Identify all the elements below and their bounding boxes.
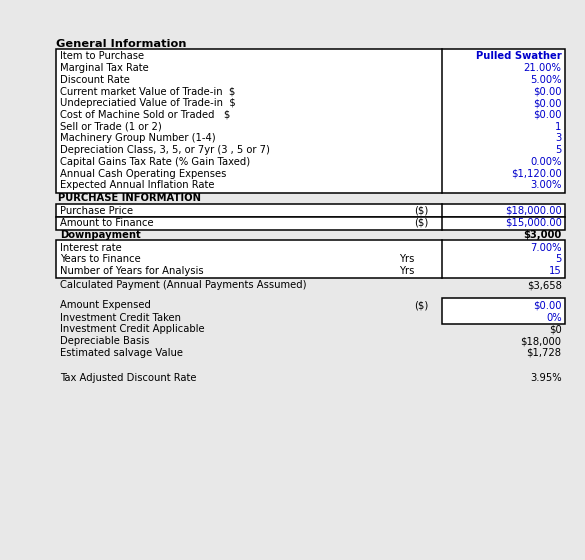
- Text: Interest rate: Interest rate: [60, 242, 122, 253]
- Text: Investment Credit Applicable: Investment Credit Applicable: [60, 324, 205, 334]
- Text: 0%: 0%: [546, 312, 562, 323]
- Text: $18,000.00: $18,000.00: [505, 206, 562, 216]
- Text: 7.00%: 7.00%: [530, 242, 562, 253]
- Text: Depreciation Class, 3, 5, or 7yr (3 , 5 or 7): Depreciation Class, 3, 5, or 7yr (3 , 5 …: [60, 145, 270, 155]
- Text: Number of Years for Analysis: Number of Years for Analysis: [60, 266, 204, 276]
- Text: 1: 1: [555, 122, 562, 132]
- Text: Item to Purchase: Item to Purchase: [60, 51, 144, 61]
- Text: Calculated Payment (Annual Payments Assumed): Calculated Payment (Annual Payments Assu…: [60, 280, 307, 290]
- Text: Annual Cash Operating Expenses: Annual Cash Operating Expenses: [60, 169, 226, 179]
- Bar: [56, 49, 565, 193]
- Bar: [56, 204, 565, 217]
- Text: ($): ($): [414, 218, 428, 228]
- Text: Depreciable Basis: Depreciable Basis: [60, 336, 150, 346]
- Text: Tax Adjusted Discount Rate: Tax Adjusted Discount Rate: [60, 373, 197, 383]
- Text: Years to Finance: Years to Finance: [60, 254, 141, 264]
- Text: $0.00: $0.00: [533, 98, 562, 108]
- Text: 15: 15: [549, 266, 562, 276]
- Text: Purchase Price: Purchase Price: [60, 206, 133, 216]
- Text: Discount Rate: Discount Rate: [60, 74, 130, 85]
- Text: General Information: General Information: [56, 39, 186, 49]
- Text: Capital Gains Tax Rate (% Gain Taxed): Capital Gains Tax Rate (% Gain Taxed): [60, 157, 250, 167]
- Text: 3: 3: [555, 133, 562, 143]
- Text: 3.00%: 3.00%: [530, 180, 562, 190]
- Text: 3.95%: 3.95%: [530, 373, 562, 383]
- Text: Amount Expensed: Amount Expensed: [60, 300, 151, 310]
- Bar: [442, 298, 565, 324]
- Text: $3,000: $3,000: [524, 230, 562, 240]
- Text: 5: 5: [555, 254, 562, 264]
- Text: 5.00%: 5.00%: [530, 74, 562, 85]
- Text: $1,728: $1,728: [526, 348, 562, 358]
- Text: Estimated salvage Value: Estimated salvage Value: [60, 348, 183, 358]
- Text: Machinery Group Number (1-4): Machinery Group Number (1-4): [60, 133, 216, 143]
- Text: 21.00%: 21.00%: [524, 63, 562, 73]
- Text: Investment Credit Taken: Investment Credit Taken: [60, 312, 181, 323]
- Text: ($): ($): [414, 206, 428, 216]
- Text: 5: 5: [555, 145, 562, 155]
- Text: $15,000.00: $15,000.00: [505, 218, 562, 228]
- Text: Yrs: Yrs: [399, 266, 414, 276]
- Text: $0.00: $0.00: [533, 110, 562, 120]
- Text: Cost of Machine Sold or Traded   $: Cost of Machine Sold or Traded $: [60, 110, 230, 120]
- Text: Yrs: Yrs: [399, 254, 414, 264]
- Text: $3,658: $3,658: [526, 280, 562, 290]
- Text: PURCHASE INFORMATION: PURCHASE INFORMATION: [58, 193, 201, 203]
- Text: $1,120.00: $1,120.00: [511, 169, 562, 179]
- Text: Current market Value of Trade-in  $: Current market Value of Trade-in $: [60, 86, 236, 96]
- Bar: [56, 240, 565, 278]
- Text: Downpayment: Downpayment: [60, 230, 141, 240]
- Text: Marginal Tax Rate: Marginal Tax Rate: [60, 63, 149, 73]
- Text: Expected Annual Inflation Rate: Expected Annual Inflation Rate: [60, 180, 215, 190]
- Text: Undepreciatied Value of Trade-in  $: Undepreciatied Value of Trade-in $: [60, 98, 236, 108]
- Text: $18,000: $18,000: [521, 336, 562, 346]
- Text: $0: $0: [549, 324, 562, 334]
- Text: Amount to Finance: Amount to Finance: [60, 218, 154, 228]
- Text: 0.00%: 0.00%: [530, 157, 562, 167]
- Text: ($): ($): [414, 300, 428, 310]
- Bar: [56, 217, 565, 230]
- Text: $0.00: $0.00: [533, 300, 562, 310]
- Text: $0.00: $0.00: [533, 86, 562, 96]
- Text: Sell or Trade (1 or 2): Sell or Trade (1 or 2): [60, 122, 162, 132]
- Text: Pulled Swather: Pulled Swather: [476, 51, 562, 61]
